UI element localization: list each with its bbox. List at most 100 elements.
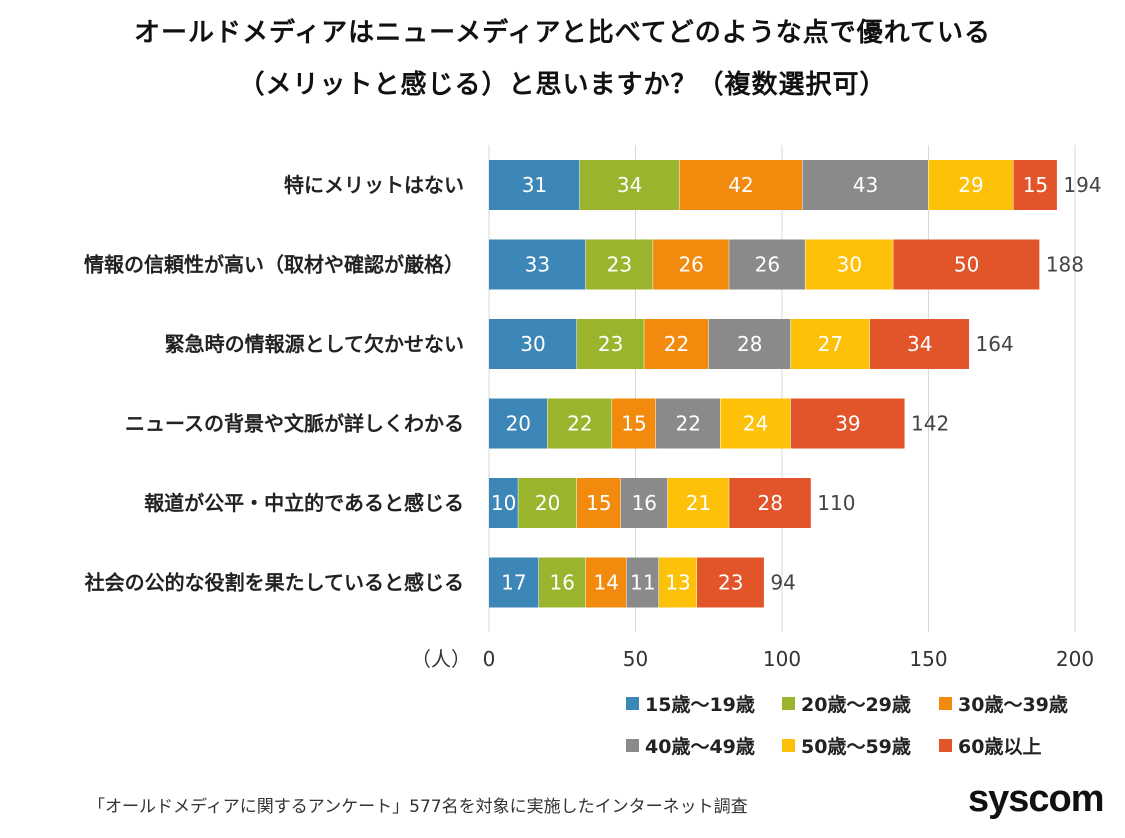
legend-label: 40歳～49歳 xyxy=(645,736,755,758)
bar-segment xyxy=(547,398,613,449)
legend-swatch xyxy=(782,739,795,752)
data-label: 28 xyxy=(737,332,762,356)
bar-segment xyxy=(667,478,730,528)
data-label: 13 xyxy=(665,571,690,595)
bar-segment xyxy=(720,398,791,449)
legend-label: 50歳～59歳 xyxy=(801,736,911,758)
data-label: 15 xyxy=(621,412,646,436)
chart-title-line-1: オールドメディアはニューメディアと比べてどのような点で優れている xyxy=(134,18,991,48)
x-tick-label: 100 xyxy=(763,647,801,671)
category-label: 情報の信頼性が高い（取材や確認が厳格） xyxy=(84,253,464,277)
legend-label: 20歳～29歳 xyxy=(801,694,911,716)
bar-segment xyxy=(489,239,586,290)
data-label: 22 xyxy=(567,412,592,436)
bar-segment xyxy=(802,160,929,210)
bar-segment xyxy=(579,160,680,210)
bar-segment xyxy=(729,478,812,528)
bar-segment xyxy=(489,319,577,369)
bar-segment xyxy=(518,478,577,528)
legend-label: 15歳～19歳 xyxy=(645,694,755,716)
data-label: 23 xyxy=(598,332,623,356)
bar-segment xyxy=(805,239,894,290)
bar-segment xyxy=(620,478,668,528)
x-tick-label: 0 xyxy=(483,647,496,671)
data-label: 30 xyxy=(520,332,545,356)
total-label: 142 xyxy=(911,412,949,436)
total-label: 188 xyxy=(1046,253,1084,277)
legend-swatch xyxy=(626,697,639,710)
bar-segment xyxy=(612,398,657,449)
data-label: 23 xyxy=(607,253,632,277)
bar-segment xyxy=(489,398,548,449)
category-label: ニュースの背景や文脈が詳しくわかる xyxy=(125,412,464,436)
stacked-bar-chart: 0 50 100 150 200 （人） 特にメリットはない 31 34 42 43 29 15 194 情… xyxy=(84,145,1102,671)
bar-segment xyxy=(626,557,659,608)
bar-segment xyxy=(869,319,970,369)
bar-segment xyxy=(697,557,765,608)
data-label: 20 xyxy=(535,491,560,515)
total-label: 110 xyxy=(817,491,855,515)
legend-item: 40歳～49歳 xyxy=(626,732,755,759)
legend-swatch xyxy=(939,697,952,710)
bar-segment xyxy=(585,239,654,290)
data-label: 15 xyxy=(1023,173,1048,197)
x-tick-label: 200 xyxy=(1056,647,1094,671)
data-label: 42 xyxy=(728,173,753,197)
legend-item: 50歳～59歳 xyxy=(782,732,911,759)
bar-segment xyxy=(644,319,709,369)
category-label: 特にメリットはない xyxy=(284,173,464,197)
survey-note: 「オールドメディアに関するアンケート」577名を対象に実施したインターネット調査 xyxy=(88,797,748,817)
bar-segment xyxy=(790,398,906,449)
bar-segment xyxy=(576,478,621,528)
data-label: 33 xyxy=(525,253,550,277)
bar-segment xyxy=(656,398,721,449)
bar-segment xyxy=(729,239,806,290)
bar-segment xyxy=(489,557,539,608)
bar-segment xyxy=(893,239,1040,290)
data-label: 30 xyxy=(837,253,862,277)
data-label: 20 xyxy=(506,412,531,436)
legend-label: 30歳～39歳 xyxy=(958,694,1068,716)
data-label: 14 xyxy=(593,571,618,595)
legend-label: 60歳以上 xyxy=(958,736,1042,758)
data-label: 10 xyxy=(491,491,516,515)
bar-segment xyxy=(653,239,730,290)
data-label: 17 xyxy=(501,571,526,595)
data-label: 16 xyxy=(550,571,575,595)
data-label: 31 xyxy=(522,173,547,197)
data-label: 16 xyxy=(632,491,657,515)
data-label: 50 xyxy=(954,253,979,277)
bar-segment xyxy=(585,557,627,608)
bar-segment xyxy=(679,160,803,210)
data-label: 24 xyxy=(743,412,768,436)
legend-swatch xyxy=(939,739,952,752)
bar-segment xyxy=(928,160,1014,210)
category-label: 緊急時の情報源として欠かせない xyxy=(165,332,464,356)
data-label: 22 xyxy=(664,332,689,356)
chart-title-line-2: （メリットと感じる）と思いますか？（複数選択可） xyxy=(238,70,887,100)
data-label: 26 xyxy=(678,253,703,277)
data-label: 34 xyxy=(907,332,932,356)
legend-item: 20歳～29歳 xyxy=(782,690,911,717)
data-label: 29 xyxy=(958,173,983,197)
bar-segment xyxy=(489,478,519,528)
bar-segment xyxy=(538,557,586,608)
legend-item: 15歳～19歳 xyxy=(626,690,755,717)
bar-segment xyxy=(708,319,791,369)
category-label: 社会の公的な役割を果たしていると感じる xyxy=(84,571,464,595)
data-label: 15 xyxy=(586,491,611,515)
category-label: 報道が公平・中立的であると感じる xyxy=(144,491,464,515)
x-tick-label: 150 xyxy=(909,647,947,671)
data-label: 26 xyxy=(755,253,780,277)
data-label: 43 xyxy=(853,173,878,197)
x-axis-unit-label: （人） xyxy=(411,647,471,671)
data-label: 23 xyxy=(718,571,743,595)
bar-segment xyxy=(576,319,645,369)
bar-segment xyxy=(1013,160,1058,210)
data-label: 21 xyxy=(686,491,711,515)
data-label: 11 xyxy=(630,571,655,595)
data-label: 27 xyxy=(818,332,843,356)
total-label: 94 xyxy=(770,571,795,595)
legend-item: 60歳以上 xyxy=(939,732,1041,759)
legend-item: 30歳～39歳 xyxy=(939,690,1068,717)
